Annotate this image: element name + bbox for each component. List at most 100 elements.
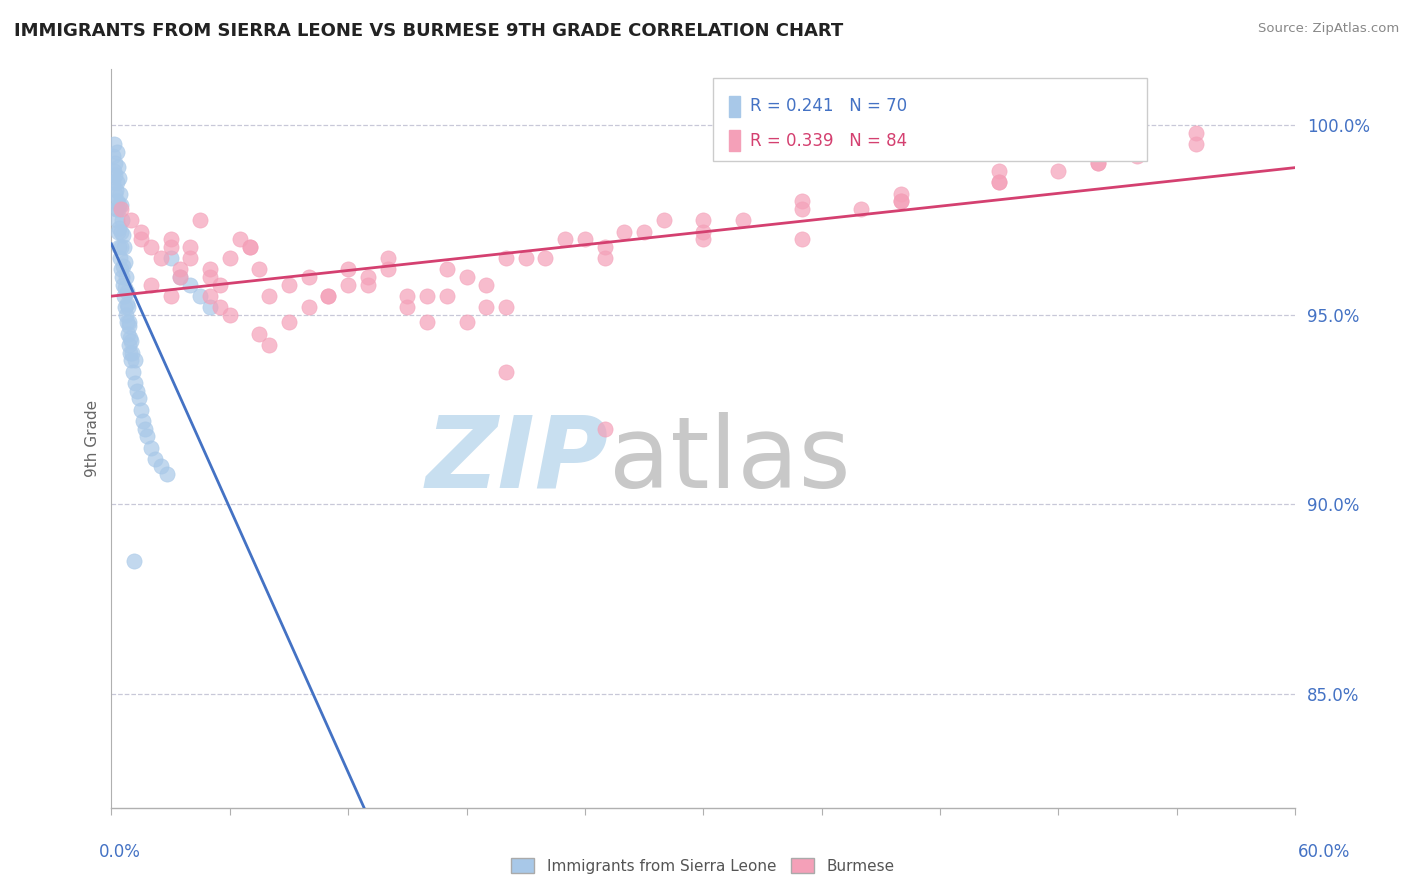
Point [515, 251, 537, 265]
Point [103, 149, 125, 163]
Point [169, 270, 191, 285]
Point [731, 213, 754, 227]
Point [593, 421, 616, 435]
Point [238, 240, 260, 254]
Point [357, 270, 380, 285]
Point [112, 289, 135, 303]
Point [128, 391, 150, 405]
Point [988, 175, 1011, 189]
Point [318, 289, 340, 303]
Bar [728, 96, 740, 117]
Point [247, 262, 270, 277]
Point [396, 301, 419, 315]
Point [247, 326, 270, 341]
Point [298, 270, 321, 285]
Point [120, 346, 142, 360]
Point [104, 156, 127, 170]
Point [790, 194, 813, 209]
Point [633, 225, 655, 239]
Point [105, 194, 128, 209]
Point [117, 301, 139, 315]
Point [124, 376, 146, 390]
Point [495, 251, 517, 265]
Point [115, 308, 138, 322]
Point [115, 285, 138, 300]
Point [104, 168, 127, 182]
Point [298, 301, 321, 315]
Point [475, 301, 498, 315]
Point [120, 353, 142, 368]
Text: 60.0%: 60.0% [1298, 843, 1350, 861]
Point [159, 240, 181, 254]
Point [108, 240, 131, 254]
Point [159, 289, 181, 303]
Legend: Immigrants from Sierra Leone, Burmese: Immigrants from Sierra Leone, Burmese [505, 852, 901, 880]
Point [149, 251, 172, 265]
Point [613, 225, 636, 239]
Point [495, 365, 517, 379]
Point [115, 296, 138, 310]
Point [416, 316, 439, 330]
Point [436, 289, 458, 303]
Point [118, 338, 141, 352]
Point [129, 402, 152, 417]
Point [1087, 156, 1109, 170]
Point [278, 316, 301, 330]
Point [110, 202, 132, 216]
Point [129, 232, 152, 246]
Point [103, 137, 125, 152]
Point [377, 251, 399, 265]
Point [105, 175, 128, 189]
Point [278, 277, 301, 292]
Point [456, 316, 478, 330]
Point [1047, 164, 1070, 178]
Point [143, 451, 166, 466]
Point [103, 164, 125, 178]
Point [132, 414, 155, 428]
Point [692, 232, 714, 246]
Point [208, 277, 231, 292]
Point [593, 251, 616, 265]
Point [105, 145, 128, 159]
Point [122, 554, 145, 568]
Text: R = 0.241   N = 70: R = 0.241 N = 70 [749, 97, 907, 115]
Point [790, 202, 813, 216]
Point [112, 240, 135, 254]
Point [107, 160, 129, 174]
Point [188, 213, 211, 227]
Point [114, 255, 136, 269]
Point [574, 232, 596, 246]
Point [179, 240, 201, 254]
Point [115, 316, 138, 330]
Point [208, 301, 231, 315]
Point [139, 240, 162, 254]
Point [139, 441, 162, 455]
Text: R = 0.339   N = 84: R = 0.339 N = 84 [749, 131, 907, 150]
Text: ZIP: ZIP [426, 412, 609, 508]
Point [135, 429, 157, 443]
Point [198, 262, 221, 277]
Point [337, 277, 360, 292]
Point [156, 467, 179, 481]
Point [179, 277, 201, 292]
Point [198, 270, 221, 285]
Point [105, 213, 128, 227]
Point [159, 251, 181, 265]
Point [238, 240, 260, 254]
Point [111, 270, 134, 285]
Point [105, 202, 128, 216]
FancyBboxPatch shape [713, 78, 1147, 161]
Point [593, 240, 616, 254]
Point [159, 232, 181, 246]
Point [169, 270, 191, 285]
Point [139, 277, 162, 292]
Point [120, 334, 142, 349]
Point [120, 331, 142, 345]
Point [337, 262, 360, 277]
Point [534, 251, 557, 265]
Point [125, 384, 148, 398]
Point [416, 289, 439, 303]
Point [108, 198, 131, 212]
Point [218, 308, 240, 322]
Point [112, 277, 135, 292]
